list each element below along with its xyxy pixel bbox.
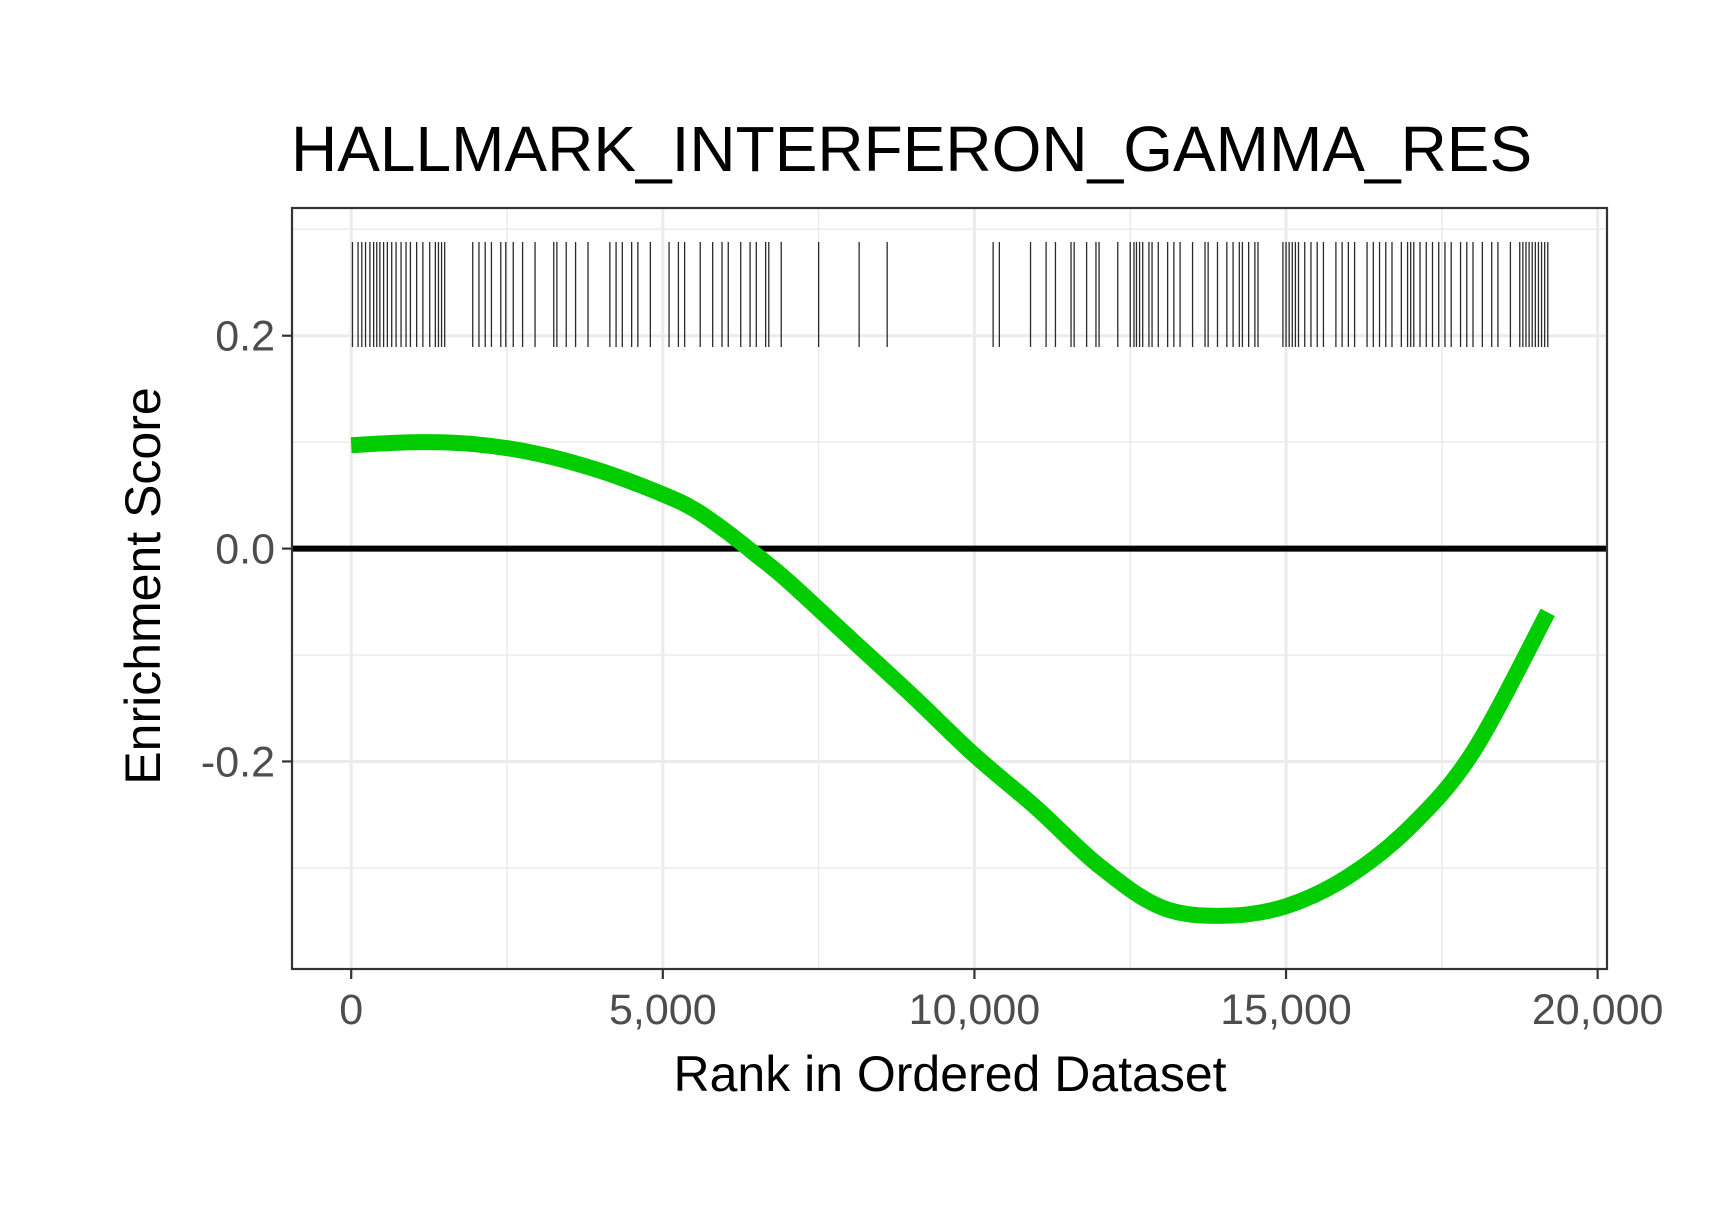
panel-border [290, 206, 1609, 971]
axes: 0 5,000 10,000 15,000 20,000 -0.2 0.0 0.2 [201, 313, 1664, 1034]
enrichment-score-curve [350, 434, 1555, 924]
y-tick-label: -0.2 [201, 738, 275, 786]
x-axis-title: Rank in Ordered Dataset [673, 1046, 1226, 1102]
y-tick-label: 0.0 [215, 526, 275, 574]
x-tick-label: 0 [339, 986, 363, 1034]
x-tick-label: 10,000 [909, 986, 1041, 1034]
x-tick-label: 5,000 [609, 986, 717, 1034]
x-tick-label: 20,000 [1532, 986, 1664, 1034]
y-tick-label: 0.2 [215, 313, 275, 361]
y-axis-title: Enrichment Score [115, 387, 171, 784]
chart-title: HALLMARK_INTERFERON_GAMMA_RES [291, 113, 1532, 185]
x-tick-label: 15,000 [1220, 986, 1352, 1034]
gene-set-hit-ticks [351, 242, 1549, 347]
